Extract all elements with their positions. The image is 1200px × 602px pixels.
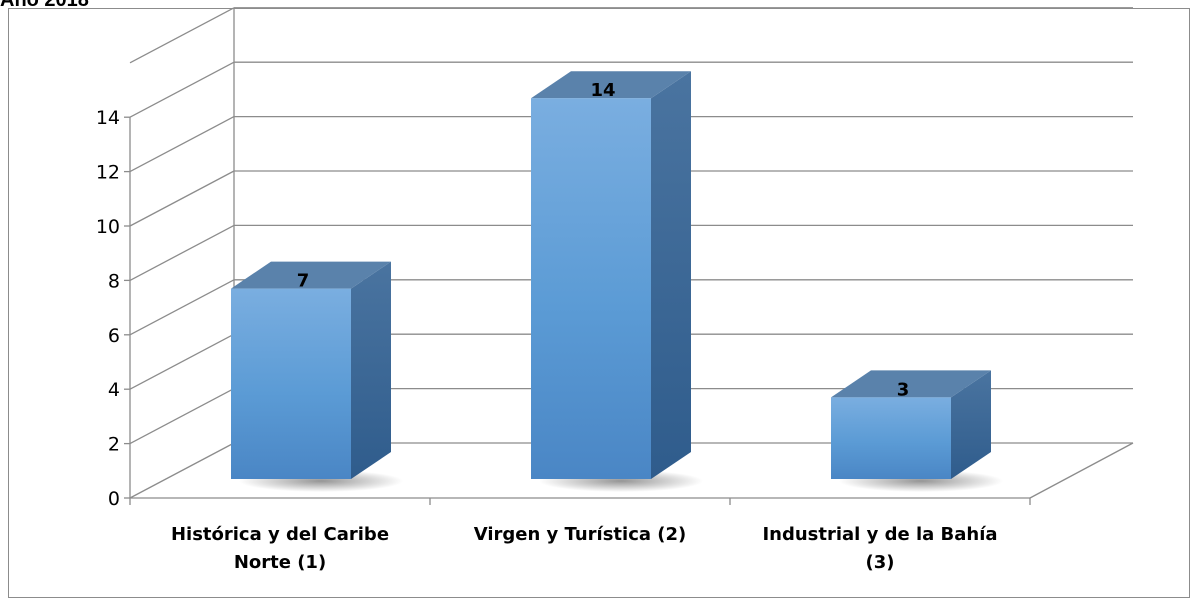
bars <box>231 71 1003 492</box>
data-label: 7 <box>297 271 310 292</box>
chart-title: Año 2018 <box>0 0 89 11</box>
side-gridline <box>129 333 235 390</box>
y-tick-label: 10 <box>96 216 120 238</box>
bar <box>231 261 403 492</box>
bar-side-face <box>951 370 991 479</box>
data-label: 14 <box>590 80 615 101</box>
bar-side-face <box>351 261 391 479</box>
y-tick-label: 8 <box>108 270 120 292</box>
axes: 0 2 4 6 8 10 12 14 <box>96 107 1031 510</box>
bar-side-face <box>651 71 691 479</box>
y-tick-label: 12 <box>96 162 120 184</box>
labels: 7 Histórica y del Caribe Norte (1) 14 Virgen… <box>171 80 998 573</box>
bar <box>531 71 703 492</box>
category-label-line: Virgen y Turística (2) <box>474 524 687 545</box>
category-label-line: Histórica y del Caribe <box>171 524 389 545</box>
side-gridline <box>129 7 235 64</box>
bar-top-face <box>531 71 691 99</box>
category-label-line: Industrial y de la Bahía <box>762 524 997 545</box>
data-label: 3 <box>897 379 910 400</box>
side-gridline <box>129 224 235 281</box>
bar-top-face <box>231 261 391 289</box>
bar-top-face <box>831 370 991 398</box>
y-tick-label: 2 <box>108 434 120 456</box>
category-label-line: Norte (1) <box>234 552 326 573</box>
bar-front-face <box>831 397 951 479</box>
side-gridline <box>129 388 235 445</box>
y-tick-label: 0 <box>108 488 120 510</box>
category-label: Histórica y del Caribe Norte (1) <box>171 524 389 573</box>
bar-front-face <box>531 98 651 479</box>
category-label: Virgen y Turística (2) <box>474 524 687 545</box>
category-label: Industrial y de la Bahía (3) <box>762 524 997 573</box>
side-gridline <box>129 442 235 499</box>
category-label-line: (3) <box>866 552 895 573</box>
y-tick-label: 6 <box>108 325 120 347</box>
bar <box>831 370 1003 492</box>
side-gridline <box>129 61 235 118</box>
side-gridline <box>129 116 235 173</box>
y-tick-label: 14 <box>96 107 120 129</box>
floor-right-edge <box>1029 442 1134 499</box>
y-tick-label: 4 <box>108 379 120 401</box>
side-gridline <box>129 279 235 336</box>
bar-front-face <box>231 288 351 479</box>
side-gridline <box>129 170 235 227</box>
